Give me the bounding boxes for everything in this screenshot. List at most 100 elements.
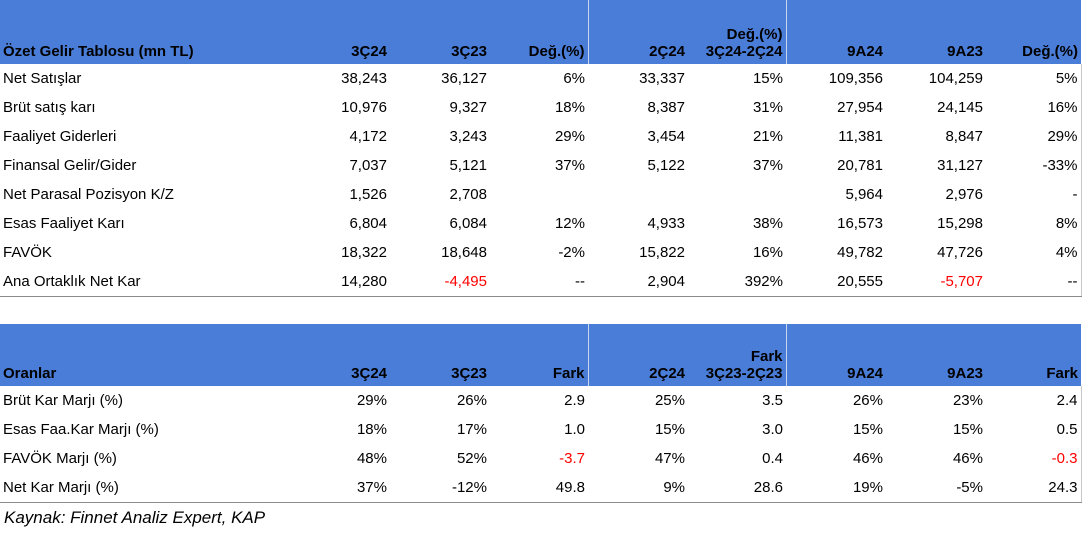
- column-header: Değ.(%): [490, 0, 588, 64]
- table-cell: 46%: [952, 450, 983, 467]
- table-row: Brüt satış karı 10,976 9,327 18% 8,387 31% 27,…: [0, 93, 1082, 122]
- column-header: 9A24: [785, 0, 886, 64]
- table-cell: 6,804: [349, 215, 387, 232]
- column-header: 9A24: [785, 324, 886, 386]
- table-cell: 15,822: [639, 244, 685, 261]
- column-header: 2Ç24: [587, 0, 688, 64]
- column-header: 3Ç23: [390, 0, 490, 64]
- table-row: FAVÖK Marjı (%) 48% 52% -3.7 47% 0.4 46% 46% -0.…: [0, 444, 1082, 473]
- table-header-row: Özet Gelir Tablosu (mn TL) 3Ç24 3Ç23 Değ…: [0, 0, 1081, 64]
- column-header: Fark: [986, 324, 1081, 386]
- table-cell: 18,322: [341, 244, 387, 261]
- table-cell: -12%: [390, 473, 490, 503]
- table-cell: 37%: [554, 157, 585, 174]
- table-cell: 3,243: [449, 128, 487, 145]
- source-note: Kaynak: Finnet Analiz Expert, KAP: [4, 508, 266, 527]
- row-label: Net Kar Marjı (%): [0, 473, 290, 503]
- row-label: Finansal Gelir/Gider: [3, 157, 137, 174]
- table-cell: 3.0: [762, 421, 783, 438]
- column-header: Oranlar: [0, 324, 290, 386]
- column-header: Fark 3Ç23-2Ç23: [688, 324, 786, 386]
- column-header: 3Ç24: [290, 0, 390, 64]
- table-cell: 8%: [986, 209, 1082, 238]
- table-cell: 2,708: [449, 186, 487, 203]
- table-cell: 38,243: [341, 70, 387, 87]
- table-cell: 49.8: [490, 473, 588, 503]
- column-header: 3Ç23: [390, 324, 490, 386]
- table-row: Esas Faa.Kar Marjı (%) 18% 17% 1.0 15% 3.0 15%…: [0, 415, 1082, 444]
- table-cell: 19%: [786, 473, 886, 503]
- table-cell: 2,976: [945, 186, 983, 203]
- table-cell: -0.3: [986, 444, 1082, 473]
- table-cell: 26%: [456, 392, 487, 409]
- table-cell: 3,454: [647, 128, 685, 145]
- table-cell: 7,037: [349, 157, 387, 174]
- table-cell: 38%: [752, 215, 783, 232]
- table-cell: 16,573: [837, 215, 883, 232]
- row-label: Esas Faaliyet Karı: [3, 215, 125, 232]
- table-row: Net Parasal Pozisyon K/Z 1,526 2,708 5,964 2…: [0, 180, 1082, 209]
- table-cell: 27,954: [837, 99, 883, 116]
- table-cell: 46%: [852, 450, 883, 467]
- table-cell: 9,327: [449, 99, 487, 116]
- table-cell: 10,976: [341, 99, 387, 116]
- column-header: Özet Gelir Tablosu (mn TL): [0, 0, 290, 64]
- table-row: Esas Faaliyet Karı 6,804 6,084 12% 4,933 38% 1…: [0, 209, 1082, 238]
- table-cell: 31,127: [937, 157, 983, 174]
- table-cell: 15%: [952, 421, 983, 438]
- column-header: Değ.(%) 3Ç24-2Ç24: [688, 0, 786, 64]
- row-label: FAVÖK: [3, 244, 52, 261]
- table-cell: 15%: [752, 70, 783, 87]
- table-cell: [688, 180, 786, 209]
- table-cell: 24,145: [937, 99, 983, 116]
- table-cell: 24.3: [986, 473, 1082, 503]
- table-cell: -3.7: [559, 450, 585, 467]
- column-header: 9A23: [886, 0, 986, 64]
- table-cell: 49,782: [837, 244, 883, 261]
- table-cell: 0.5: [986, 415, 1082, 444]
- table-cell: --: [986, 267, 1082, 297]
- table-row: Ana Ortaklık Net Kar 14,280 -4,495 -- 2,904 3…: [0, 267, 1082, 297]
- table-cell: 33,337: [639, 70, 685, 87]
- table-cell: 6%: [563, 70, 585, 87]
- table-cell: 109,356: [828, 70, 883, 87]
- table-cell: 15,298: [937, 215, 983, 232]
- table-cell: 392%: [688, 267, 786, 297]
- table-cell: 12%: [554, 215, 585, 232]
- table-cell: 29%: [554, 128, 585, 145]
- row-label: Net Satışlar: [3, 70, 82, 87]
- table-cell: 26%: [852, 392, 883, 409]
- table-cell: 36,127: [441, 70, 487, 87]
- table-cell: 52%: [456, 450, 487, 467]
- table-cell: 37%: [752, 157, 783, 174]
- table-cell: 5,121: [449, 157, 487, 174]
- table-cell: 0.4: [762, 450, 783, 467]
- table-cell: 15%: [654, 421, 685, 438]
- table-cell: -: [986, 180, 1082, 209]
- row-label: Faaliyet Giderleri: [3, 128, 117, 145]
- table-cell: 4%: [986, 238, 1082, 267]
- table-cell: 47%: [654, 450, 685, 467]
- row-label: Brüt satış karı: [3, 99, 96, 116]
- table-cell: 18%: [554, 99, 585, 116]
- table-row: Faaliyet Giderleri 4,172 3,243 29% 3,454 21% 1…: [0, 122, 1082, 151]
- table-cell: 4,933: [647, 215, 685, 232]
- table-cell: 14,280: [290, 267, 390, 297]
- table-cell: -5,707: [886, 267, 986, 297]
- table-cell: 2.4: [986, 386, 1082, 415]
- column-header: 3Ç24: [290, 324, 390, 386]
- table-row: Net Kar Marjı (%) 37% -12% 49.8 9% 28.6 19% -5%…: [0, 473, 1082, 503]
- table-cell: [588, 180, 688, 209]
- row-label: FAVÖK Marjı (%): [3, 450, 117, 467]
- table-cell: 6,084: [449, 215, 487, 232]
- table-cell: 8,847: [945, 128, 983, 145]
- table-cell: -33%: [986, 151, 1082, 180]
- income-statement-table: Özet Gelir Tablosu (mn TL) 3Ç24 3Ç23 Değ…: [0, 0, 1082, 297]
- table-cell: 37%: [290, 473, 390, 503]
- table-cell: -5%: [886, 473, 986, 503]
- table-cell: 2.9: [564, 392, 585, 409]
- ratios-table: Oranlar 3Ç24 3Ç23 Fark 2Ç24 Fark 3Ç23-2Ç…: [0, 324, 1082, 503]
- table-row: Finansal Gelir/Gider 7,037 5,121 37% 5,122 37…: [0, 151, 1082, 180]
- column-header: Değ.(%): [986, 0, 1081, 64]
- table-cell: 17%: [456, 421, 487, 438]
